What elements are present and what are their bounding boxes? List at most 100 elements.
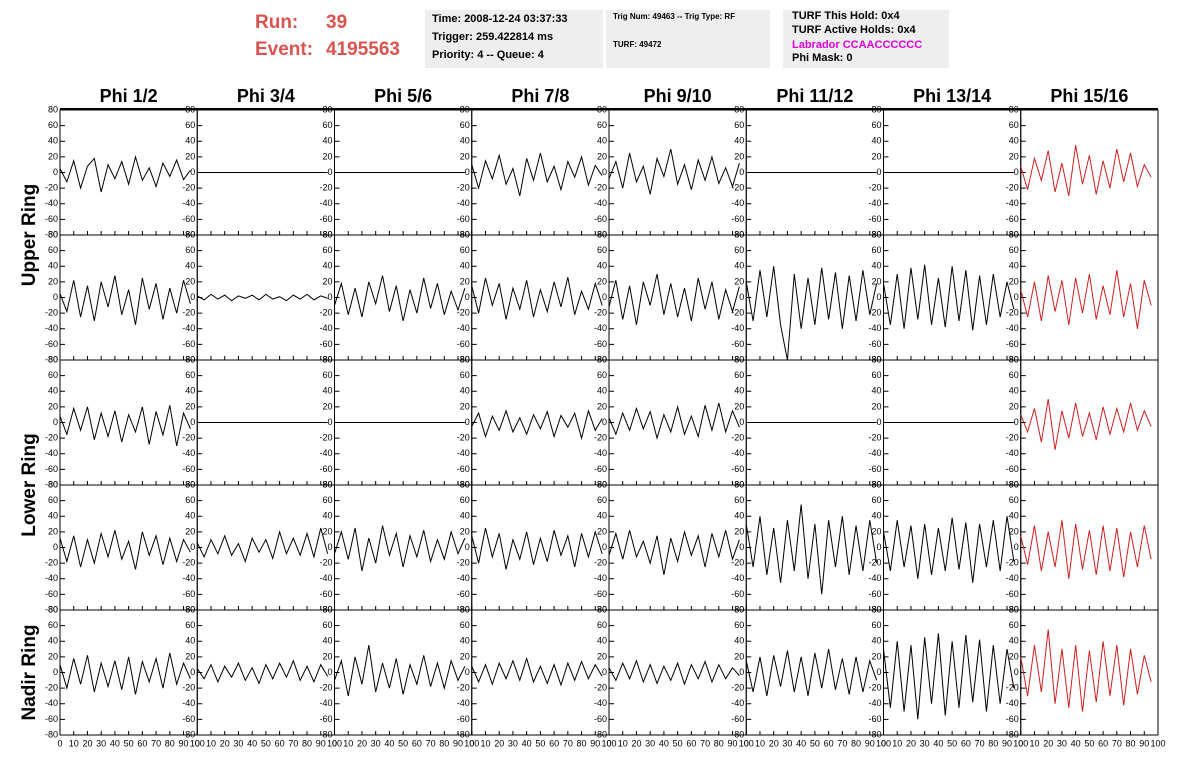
- x-tick-label: 0: [195, 738, 200, 748]
- y-tick-label: 0: [876, 167, 881, 177]
- y-tick-label: -60: [594, 339, 607, 349]
- y-tick-label: 60: [460, 370, 470, 380]
- x-tick-label: 80: [577, 738, 587, 748]
- y-tick-label: -20: [1006, 183, 1019, 193]
- y-tick-label: 60: [734, 245, 744, 255]
- y-tick-label: -80: [594, 604, 607, 614]
- y-tick-label: 80: [734, 479, 744, 489]
- y-tick-label: -60: [1006, 589, 1019, 599]
- y-tick-label: -20: [731, 433, 744, 443]
- y-tick-label: -40: [731, 448, 744, 458]
- y-tick-label: -40: [457, 573, 470, 583]
- y-tick-label: 40: [1009, 511, 1019, 521]
- x-tick-label: 40: [384, 738, 394, 748]
- waveform: [608, 659, 740, 686]
- y-tick-label: 40: [871, 386, 881, 396]
- y-tick-label: 0: [739, 542, 744, 552]
- y-tick-label: 40: [460, 636, 470, 646]
- y-tick-label: -20: [319, 683, 332, 693]
- x-tick-label: 40: [659, 738, 669, 748]
- y-tick-label: -60: [319, 714, 332, 724]
- y-tick-label: -80: [182, 729, 195, 739]
- y-tick-label: 80: [597, 104, 607, 114]
- column-header: Phi 5/6: [374, 86, 432, 106]
- y-tick-label: -40: [182, 698, 195, 708]
- y-tick-label: 80: [322, 229, 332, 239]
- y-tick-label: 80: [734, 604, 744, 614]
- y-tick-label: 40: [48, 261, 58, 271]
- y-tick-label: 20: [1009, 526, 1019, 536]
- x-tick-label: 50: [398, 738, 408, 748]
- x-tick-label: 20: [906, 738, 916, 748]
- y-tick-label: 0: [53, 167, 58, 177]
- y-tick-label: -20: [731, 558, 744, 568]
- y-tick-label: 80: [185, 104, 195, 114]
- y-tick-label: 80: [871, 354, 881, 364]
- y-tick-label: -80: [731, 354, 744, 364]
- y-tick-label: 80: [185, 479, 195, 489]
- x-tick-label: 60: [137, 738, 147, 748]
- y-tick-label: 20: [597, 151, 607, 161]
- y-tick-label: 0: [876, 417, 881, 427]
- y-tick-label: -40: [1006, 448, 1019, 458]
- y-tick-label: -80: [457, 354, 470, 364]
- y-tick-label: -80: [731, 479, 744, 489]
- turf-active: TURF Active Holds: 0x4: [792, 24, 917, 36]
- x-tick-label: 10: [892, 738, 902, 748]
- y-tick-label: -20: [319, 308, 332, 318]
- y-tick-label: 60: [1009, 245, 1019, 255]
- y-tick-label: -40: [319, 573, 332, 583]
- waveform: [1020, 520, 1152, 579]
- waveform: [334, 645, 466, 697]
- y-tick-label: -20: [457, 683, 470, 693]
- y-tick-label: -80: [1006, 479, 1019, 489]
- x-tick-label: 70: [563, 738, 573, 748]
- y-tick-label: -20: [319, 558, 332, 568]
- y-tick-label: 40: [734, 511, 744, 521]
- y-tick-label: -60: [731, 714, 744, 724]
- y-tick-label: 0: [53, 292, 58, 302]
- y-tick-label: -20: [868, 433, 881, 443]
- y-tick-label: 20: [322, 401, 332, 411]
- y-tick-label: -80: [319, 354, 332, 364]
- y-tick-label: -40: [457, 323, 470, 333]
- y-tick-label: 80: [460, 229, 470, 239]
- x-tick-label: 100: [876, 738, 891, 748]
- waveform: [1020, 145, 1152, 197]
- y-tick-label: 0: [876, 292, 881, 302]
- y-tick-label: -20: [731, 183, 744, 193]
- y-tick-label: 0: [465, 667, 470, 677]
- y-tick-label: -40: [45, 573, 58, 583]
- y-tick-label: 60: [734, 120, 744, 130]
- x-tick-label: 90: [728, 738, 738, 748]
- y-tick-label: -40: [594, 698, 607, 708]
- event-value: 4195563: [326, 39, 400, 60]
- y-tick-label: -80: [731, 229, 744, 239]
- y-tick-label: -40: [45, 198, 58, 208]
- y-tick-label: 80: [597, 229, 607, 239]
- x-tick-label: 40: [796, 738, 806, 748]
- y-tick-label: 40: [597, 636, 607, 646]
- waveform: [59, 154, 191, 193]
- y-tick-label: 60: [597, 370, 607, 380]
- y-tick-label: -20: [457, 433, 470, 443]
- y-tick-label: 0: [739, 167, 744, 177]
- waveform: [1020, 629, 1152, 712]
- trigger: Trigger: 259.422814 ms: [432, 31, 553, 43]
- y-tick-label: 0: [602, 542, 607, 552]
- x-tick-label: 0: [881, 738, 886, 748]
- run-value: 39: [326, 12, 347, 33]
- info-box: [783, 10, 949, 68]
- y-tick-label: 40: [1009, 386, 1019, 396]
- y-tick-label: -40: [868, 698, 881, 708]
- y-tick-label: 80: [185, 604, 195, 614]
- y-tick-label: -80: [1006, 354, 1019, 364]
- y-tick-label: -20: [45, 308, 58, 318]
- x-tick-label: 50: [124, 738, 134, 748]
- y-tick-label: 20: [1009, 651, 1019, 661]
- y-tick-label: -40: [457, 448, 470, 458]
- y-tick-label: 80: [1009, 104, 1019, 114]
- y-tick-label: 40: [322, 261, 332, 271]
- y-tick-label: -40: [182, 198, 195, 208]
